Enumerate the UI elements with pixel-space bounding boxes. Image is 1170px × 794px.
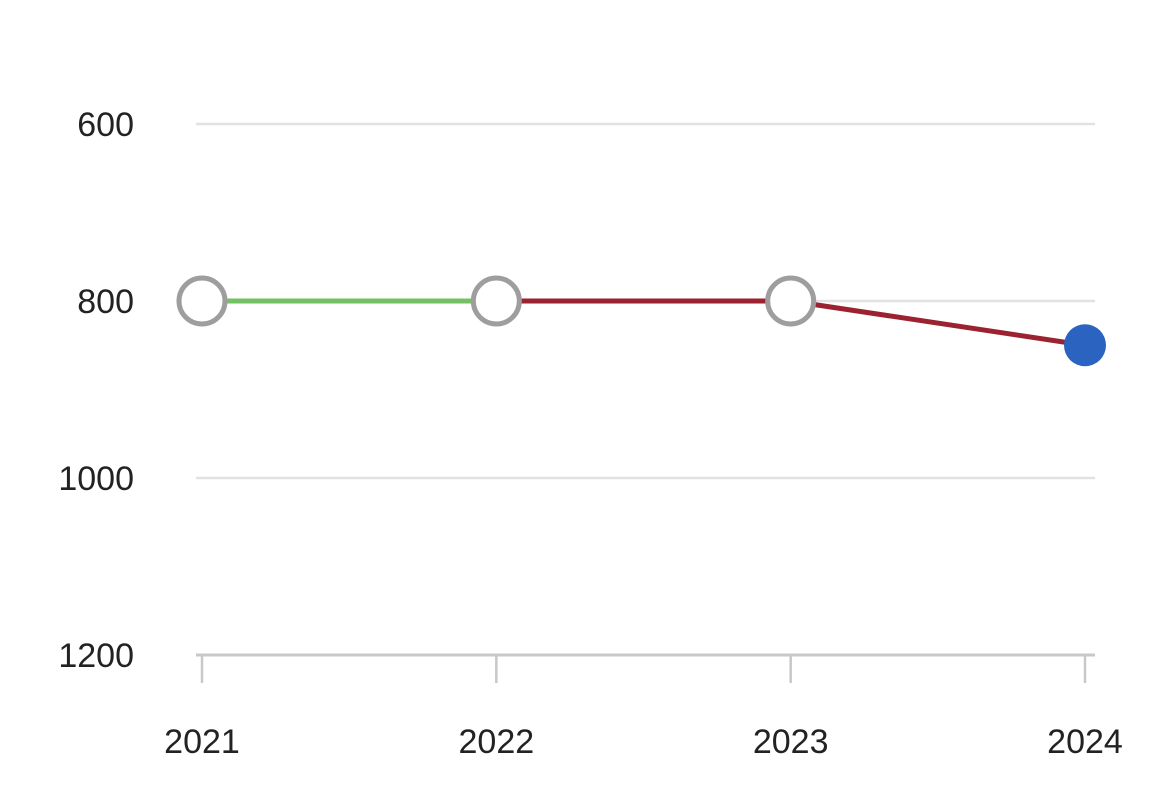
y-tick-label-1200: 1200 <box>58 637 134 675</box>
x-tick-label-2022: 2022 <box>459 723 535 761</box>
x-axis <box>200 655 1087 683</box>
x-tick-label-2024: 2024 <box>1047 723 1123 761</box>
series-line <box>199 298 1088 348</box>
line-segment-2023-2024 <box>788 298 1088 348</box>
x-tick-labels: 2021 2022 2023 2024 <box>164 723 1123 761</box>
gridlines <box>196 122 1095 657</box>
data-point-2022 <box>470 275 522 327</box>
x-tick-label-2023: 2023 <box>753 723 829 761</box>
y-tick-label-600: 600 <box>77 106 134 144</box>
data-point-2021 <box>176 275 228 327</box>
y-tick-label-1000: 1000 <box>58 460 134 498</box>
y-tick-label-800: 800 <box>77 283 134 321</box>
series-points <box>176 275 1106 367</box>
data-point-2023 <box>765 275 817 327</box>
y-tick-labels: 600 800 1000 1200 <box>58 106 134 675</box>
data-point-2024 <box>1064 324 1106 367</box>
x-tick-label-2021: 2021 <box>164 723 240 761</box>
